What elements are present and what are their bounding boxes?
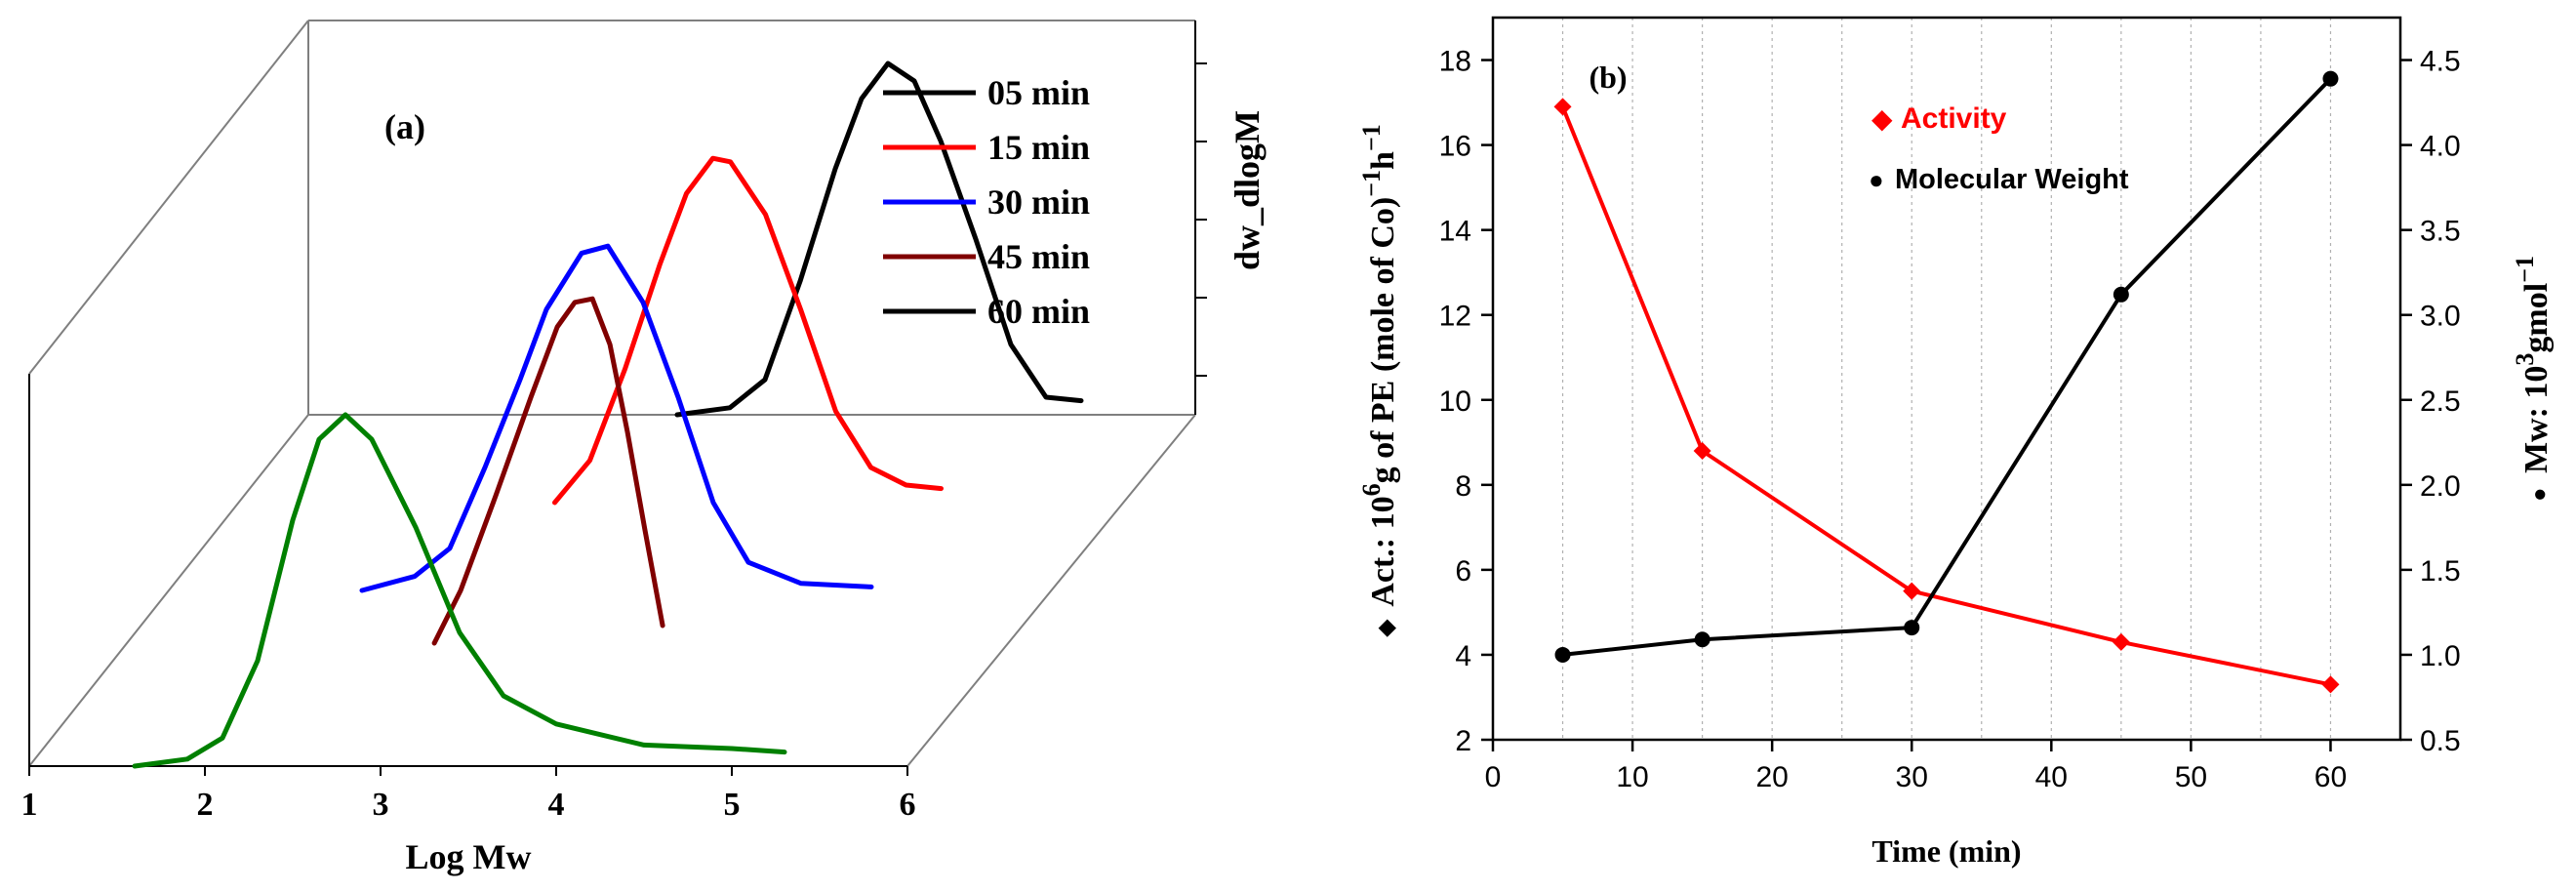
- ylabel-part-2: g of PE (mole of Co): [1365, 197, 1401, 484]
- panel-a-label: (a): [384, 107, 425, 146]
- panel-b-x-tick-label: 50: [2175, 761, 2207, 793]
- point-activity: [2112, 632, 2130, 651]
- y2label-marker: ●: [2527, 488, 2553, 503]
- panel-a-x-tick-label: 3: [373, 787, 389, 823]
- panel-a: 1 2 3 4 5 6 05 min 15 min 30 min 45 min 60 min (a…: [21, 20, 1267, 876]
- point-molecular-weight: [1554, 646, 1571, 663]
- panel-b-y-tick-label: 14: [1439, 216, 1471, 248]
- curve-45-min: [431, 296, 665, 646]
- legend-activity-marker: ◆: [1872, 103, 1893, 134]
- panel-b-y-axis-label: ◆ Act.: 106g of PE (mole of Co)−1h−1: [1357, 124, 1401, 637]
- panel-b-y2-tick-label: 0.5: [2420, 725, 2461, 757]
- y2label-sup-2: −1: [2511, 256, 2539, 283]
- y2label-part-2: gmol: [2518, 283, 2555, 353]
- point-activity: [1553, 98, 1572, 116]
- curve-15-min: [552, 155, 944, 506]
- ylabel-sup-3: −1: [1357, 124, 1386, 151]
- panel-b-y2-tick-label: 3.0: [2420, 301, 2461, 333]
- panel-b-y-tick-label: 16: [1439, 131, 1471, 163]
- point-activity: [1693, 442, 1711, 460]
- panel-a-x-axis-label: Log Mw: [406, 837, 532, 876]
- panel-b-y2-tick-label: 4.5: [2420, 46, 2461, 78]
- panel-b-y2-tick-label: 2.5: [2420, 385, 2461, 418]
- panel-b-y-tick-label: 6: [1455, 555, 1471, 588]
- panel-b-y-tick-label: 18: [1439, 46, 1471, 78]
- panel-b-grid: [1561, 18, 2332, 740]
- panel-b-y-tick-label: 4: [1455, 640, 1471, 672]
- panel-b-legend: ◆ Activity ● Molecular Weight: [1869, 102, 2129, 195]
- ylabel-sup-1: 6: [1357, 483, 1386, 496]
- legend-label-15-min: 15 min: [987, 128, 1090, 167]
- panel-b-y2-tick-label: 1.5: [2420, 555, 2461, 588]
- panel-b-y-tick-label: 12: [1439, 301, 1471, 333]
- panel-b-x-tick-label: 30: [1896, 761, 1928, 793]
- point-molecular-weight: [1904, 620, 1920, 636]
- panel-b-x-axis-label: Time (min): [1872, 833, 2021, 869]
- ylabel-sup-2: −1: [1357, 170, 1386, 197]
- panel-b-x-tick-label: 10: [1616, 761, 1648, 793]
- legend-label-05-min: 05 min: [987, 73, 1090, 112]
- panel-a-x-tick-label: 1: [21, 787, 38, 823]
- panel-b-y2-tick-label: 4.0: [2420, 131, 2461, 163]
- panel-b-plot-frame: [1491, 16, 2402, 742]
- point-molecular-weight: [2113, 286, 2129, 303]
- ylabel-part-3: h: [1365, 151, 1401, 170]
- panel-b-y2-tick-label: 1.0: [2420, 640, 2461, 672]
- panel-b-y-tick-label: 2: [1455, 725, 1471, 757]
- panel-b-x-tick-label: 60: [2314, 761, 2347, 793]
- panel-a-x-tick-label: 6: [900, 787, 916, 823]
- point-molecular-weight: [2322, 70, 2339, 87]
- panel-a-x-tick-label: 4: [548, 787, 565, 823]
- y2label-part-1: Mw: 10: [2518, 366, 2555, 473]
- panel-a-legend: 05 min 15 min 30 min 45 min 60 min: [883, 73, 1090, 331]
- legend-mw-marker: ●: [1869, 165, 1884, 194]
- panel-b-x-tick-label: 40: [2035, 761, 2068, 793]
- panel-a-z-axis-label: dw_dlogM: [1228, 110, 1267, 270]
- legend-label-30-min: 30 min: [987, 182, 1090, 222]
- legend-label-45-min: 45 min: [987, 237, 1090, 276]
- panel-a-frame: [28, 20, 1196, 767]
- legend-mw-label: Molecular Weight: [1895, 164, 2129, 195]
- panel-a-x-tick-label: 2: [197, 787, 214, 823]
- panel-b-y-tick-label: 8: [1455, 470, 1471, 503]
- panel-b-ticks: 0 10 20 30 40 50 60 2 4 6 8 10 12 14 16 18 0.5 1.0 1.5 2.0 2…: [1439, 46, 2461, 793]
- panel-a-x-ticks: 1 2 3 4 5 6: [21, 766, 916, 823]
- panel-a-x-tick-label: 5: [724, 787, 741, 823]
- panel-a-axes: [28, 20, 1196, 767]
- curve-60-min: [132, 412, 787, 769]
- panel-b-y-tick-label: 10: [1439, 385, 1471, 418]
- panel-b-y2-tick-label: 2.0: [2420, 470, 2461, 503]
- panel-b-label: (b): [1589, 60, 1627, 95]
- legend-label-60-min: 60 min: [987, 292, 1090, 331]
- ylabel-marker: ◆: [1374, 619, 1399, 637]
- panel-b-series: [1553, 70, 2340, 694]
- panel-a-curves: [132, 61, 1084, 769]
- ylabel-part-1: Act.: 10: [1365, 496, 1401, 606]
- panel-b-x-tick-label: 20: [1755, 761, 1788, 793]
- legend-activity-label: Activity: [1901, 102, 2007, 135]
- curve-30-min: [359, 243, 874, 593]
- point-activity: [1903, 582, 1921, 600]
- point-activity: [2321, 675, 2340, 694]
- y2label-sup-1: 3: [2511, 353, 2539, 366]
- panel-b-y2-tick-label: 3.5: [2420, 216, 2461, 248]
- panel-b-y2-axis-label: ● Mw: 103gmol−1: [2511, 256, 2555, 502]
- panel-b: 0 10 20 30 40 50 60 2 4 6 8 10 12 14 16 18 0.5 1.0 1.5 2.0 2…: [1357, 16, 2555, 869]
- panel-b-x-tick-label: 0: [1485, 761, 1502, 793]
- curve-05-min: [674, 61, 1084, 418]
- panel-a-z-ticks: [1195, 62, 1207, 377]
- point-molecular-weight: [1694, 631, 1711, 648]
